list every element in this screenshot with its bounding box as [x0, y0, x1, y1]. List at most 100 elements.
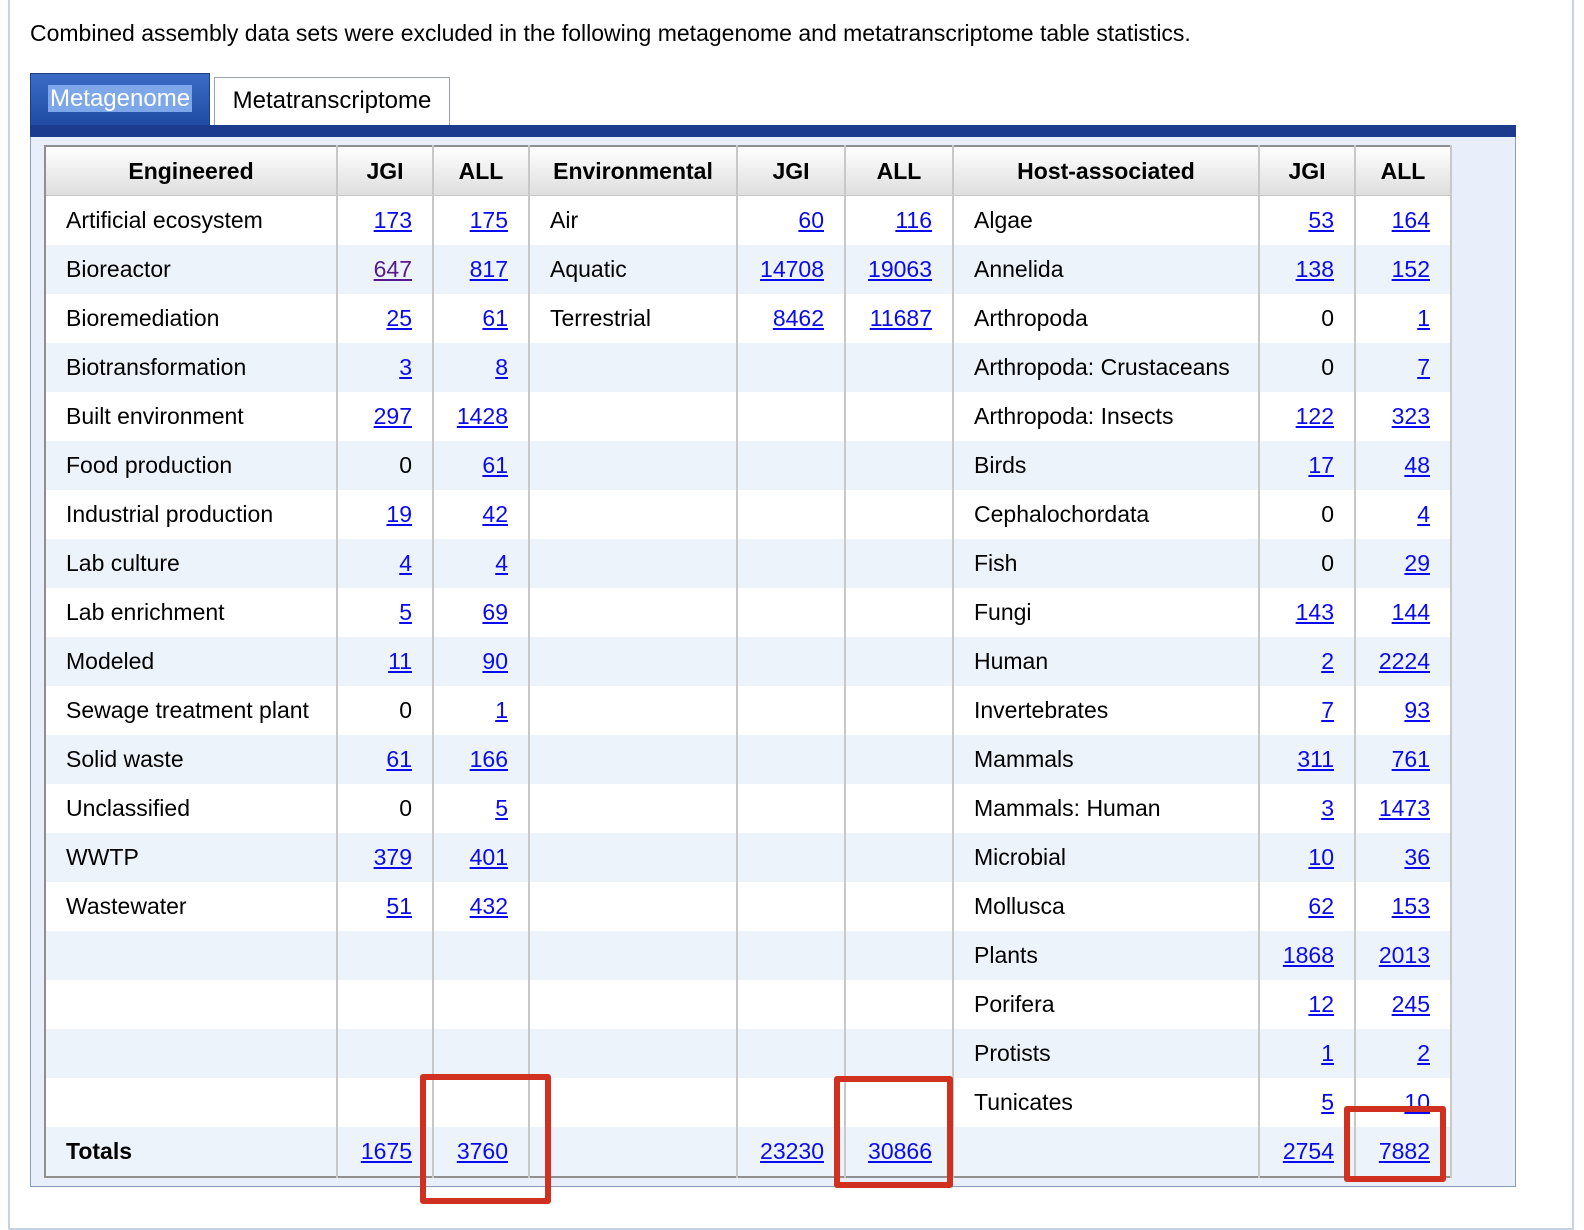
count-link[interactable]: 19 — [386, 501, 412, 527]
count-link[interactable]: 175 — [469, 207, 508, 233]
count-link[interactable]: 152 — [1391, 256, 1430, 282]
cell-all-host: 323 — [1355, 392, 1452, 441]
count-link[interactable]: 761 — [1391, 746, 1430, 772]
count-link[interactable]: 8 — [495, 354, 508, 380]
count-link[interactable]: 93 — [1404, 697, 1430, 723]
count-link[interactable]: 1868 — [1282, 942, 1334, 968]
count-link[interactable]: 2224 — [1378, 648, 1430, 674]
count-link[interactable]: 323 — [1391, 403, 1430, 429]
count-link[interactable]: 4 — [1417, 501, 1430, 527]
count-link[interactable]: 164 — [1391, 207, 1430, 233]
count-link[interactable]: 90 — [482, 648, 508, 674]
count-link[interactable]: 379 — [373, 844, 412, 870]
count-link[interactable]: 122 — [1295, 403, 1334, 429]
count-link[interactable]: 51 — [386, 893, 412, 919]
count-link[interactable]: 5 — [1321, 1089, 1334, 1115]
count-link[interactable]: 5 — [399, 599, 412, 625]
count-link[interactable]: 11687 — [869, 305, 932, 331]
cell-all-environmental — [845, 441, 954, 490]
count-link[interactable]: 14708 — [760, 256, 824, 282]
cell-all-engineered — [433, 980, 530, 1029]
count-link[interactable]: 7882 — [1378, 1138, 1430, 1164]
count-link[interactable]: 69 — [482, 599, 508, 625]
count-link[interactable]: 12 — [1308, 991, 1334, 1017]
count-link[interactable]: 401 — [469, 844, 508, 870]
count-link[interactable]: 61 — [482, 305, 508, 331]
count-link[interactable]: 2 — [1417, 1040, 1430, 1066]
cell-environmental-label — [529, 490, 738, 539]
count-link[interactable]: 245 — [1391, 991, 1430, 1017]
count-link[interactable]: 1473 — [1378, 795, 1430, 821]
count-link[interactable]: 2 — [1321, 648, 1334, 674]
count-link[interactable]: 4 — [399, 550, 412, 576]
cell-all-engineered: 5 — [433, 784, 530, 833]
count-link[interactable]: 60 — [798, 207, 824, 233]
count-link[interactable]: 166 — [469, 746, 508, 772]
count-link[interactable]: 1 — [1321, 1040, 1334, 1066]
col-jgi-environmental: JGI — [737, 146, 846, 196]
count-link[interactable]: 1 — [495, 697, 508, 723]
count-link[interactable]: 297 — [373, 403, 412, 429]
count-link[interactable]: 2754 — [1282, 1138, 1334, 1164]
count-link[interactable]: 4 — [495, 550, 508, 576]
cell-engineered-label — [45, 980, 338, 1029]
count-link[interactable]: 116 — [895, 207, 932, 233]
cell-all-host: 4 — [1355, 490, 1452, 539]
count-link[interactable]: 1675 — [360, 1138, 412, 1164]
count-link[interactable]: 30866 — [868, 1138, 932, 1164]
cell-all-host: 1473 — [1355, 784, 1452, 833]
count-link[interactable]: 1428 — [456, 403, 508, 429]
count-link[interactable]: 3760 — [456, 1138, 508, 1164]
count-link[interactable]: 138 — [1295, 256, 1334, 282]
count-link[interactable]: 153 — [1391, 893, 1430, 919]
count-link[interactable]: 62 — [1308, 893, 1334, 919]
cell-all-engineered: 61 — [433, 441, 530, 490]
count-link[interactable]: 2013 — [1378, 942, 1430, 968]
count-link[interactable]: 10 — [1308, 844, 1334, 870]
count-link[interactable]: 3 — [399, 354, 412, 380]
count-link[interactable]: 17 — [1308, 452, 1334, 478]
count-link[interactable]: 61 — [386, 746, 412, 772]
cell-all-environmental — [845, 833, 954, 882]
count-link[interactable]: 36 — [1404, 844, 1430, 870]
cell-jgi-environmental — [737, 490, 846, 539]
cell-all-host: 1 — [1355, 294, 1452, 343]
count-link[interactable]: 143 — [1295, 599, 1334, 625]
col-host-associated: Host-associated — [953, 146, 1260, 196]
count-link[interactable]: 432 — [469, 893, 508, 919]
count-link[interactable]: 42 — [482, 501, 508, 527]
count-link[interactable]: 173 — [373, 207, 412, 233]
count-link[interactable]: 1 — [1417, 305, 1430, 331]
count-link[interactable]: 5 — [495, 795, 508, 821]
count-link[interactable]: 61 — [482, 452, 508, 478]
count-link[interactable]: 144 — [1391, 599, 1430, 625]
count-link[interactable]: 8462 — [772, 305, 824, 331]
count-link[interactable]: 311 — [1297, 746, 1334, 772]
count-link[interactable]: 29 — [1404, 550, 1430, 576]
count-link[interactable]: 7 — [1417, 354, 1430, 380]
count-link[interactable]: 647 — [373, 256, 412, 282]
cell-engineered-label: Lab enrichment — [45, 588, 338, 637]
count-link[interactable]: 817 — [469, 256, 508, 282]
cell-jgi-engineered — [337, 1029, 434, 1078]
count-link[interactable]: 23230 — [760, 1138, 824, 1164]
tab-metatranscriptome[interactable]: Metatranscriptome — [214, 77, 450, 127]
cell-engineered-label: Biotransformation — [45, 343, 338, 392]
count-link[interactable]: 53 — [1308, 207, 1334, 233]
count-link[interactable]: 7 — [1321, 697, 1334, 723]
count-link[interactable]: 25 — [386, 305, 412, 331]
cell-jgi-host: 5 — [1259, 1078, 1356, 1127]
cell-all-environmental: 11687 — [845, 294, 954, 343]
count-link[interactable]: 3 — [1321, 795, 1334, 821]
count-link[interactable]: 48 — [1404, 452, 1430, 478]
cell-engineered-label: Food production — [45, 441, 338, 490]
tab-metagenome[interactable]: Metagenome — [30, 73, 210, 127]
count-link[interactable]: 19063 — [868, 256, 932, 282]
cell-host-label: Plants — [953, 931, 1260, 980]
cell-all-host: 761 — [1355, 735, 1452, 784]
table-row: Biotransformation 3 8 Arthropoda: Crustacea… — [45, 343, 1452, 392]
cell-environmental-label — [529, 1078, 738, 1127]
cell-engineered-label: Lab culture — [45, 539, 338, 588]
count-link[interactable]: 11 — [388, 648, 412, 674]
cell-all-engineered: 90 — [433, 637, 530, 686]
